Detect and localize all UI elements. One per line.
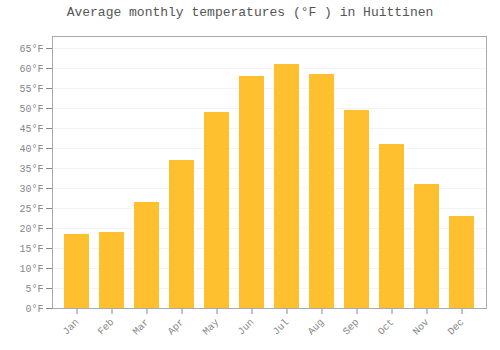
svg-text:Jan: Jan — [61, 317, 82, 338]
svg-text:50°F: 50°F — [19, 104, 43, 115]
svg-text:55°F: 55°F — [19, 84, 43, 95]
svg-text:25°F: 25°F — [19, 204, 43, 215]
svg-text:0°F: 0°F — [25, 304, 43, 315]
svg-text:Nov: Nov — [411, 317, 432, 338]
svg-text:20°F: 20°F — [19, 224, 43, 235]
svg-text:Dec: Dec — [446, 317, 467, 338]
svg-text:Sep: Sep — [341, 317, 362, 338]
svg-text:Apr: Apr — [166, 317, 187, 338]
svg-text:Jun: Jun — [236, 317, 257, 338]
svg-text:30°F: 30°F — [19, 184, 43, 195]
svg-text:45°F: 45°F — [19, 124, 43, 135]
svg-text:65°F: 65°F — [19, 44, 43, 55]
svg-text:Aug: Aug — [306, 317, 327, 338]
svg-text:Feb: Feb — [96, 317, 117, 338]
svg-text:May: May — [201, 317, 222, 338]
svg-text:10°F: 10°F — [19, 264, 43, 275]
svg-text:15°F: 15°F — [19, 244, 43, 255]
svg-text:35°F: 35°F — [19, 164, 43, 175]
svg-text:Oct: Oct — [376, 317, 397, 338]
svg-text:40°F: 40°F — [19, 144, 43, 155]
svg-text:60°F: 60°F — [19, 64, 43, 75]
svg-text:Mar: Mar — [131, 317, 152, 338]
html-text:Average monthly temperatures (: Average monthly temperatures (°F ) in Hu… — [66, 5, 434, 20]
svg-text:Jul: Jul — [271, 317, 292, 338]
svg-text:5°F: 5°F — [25, 284, 43, 295]
